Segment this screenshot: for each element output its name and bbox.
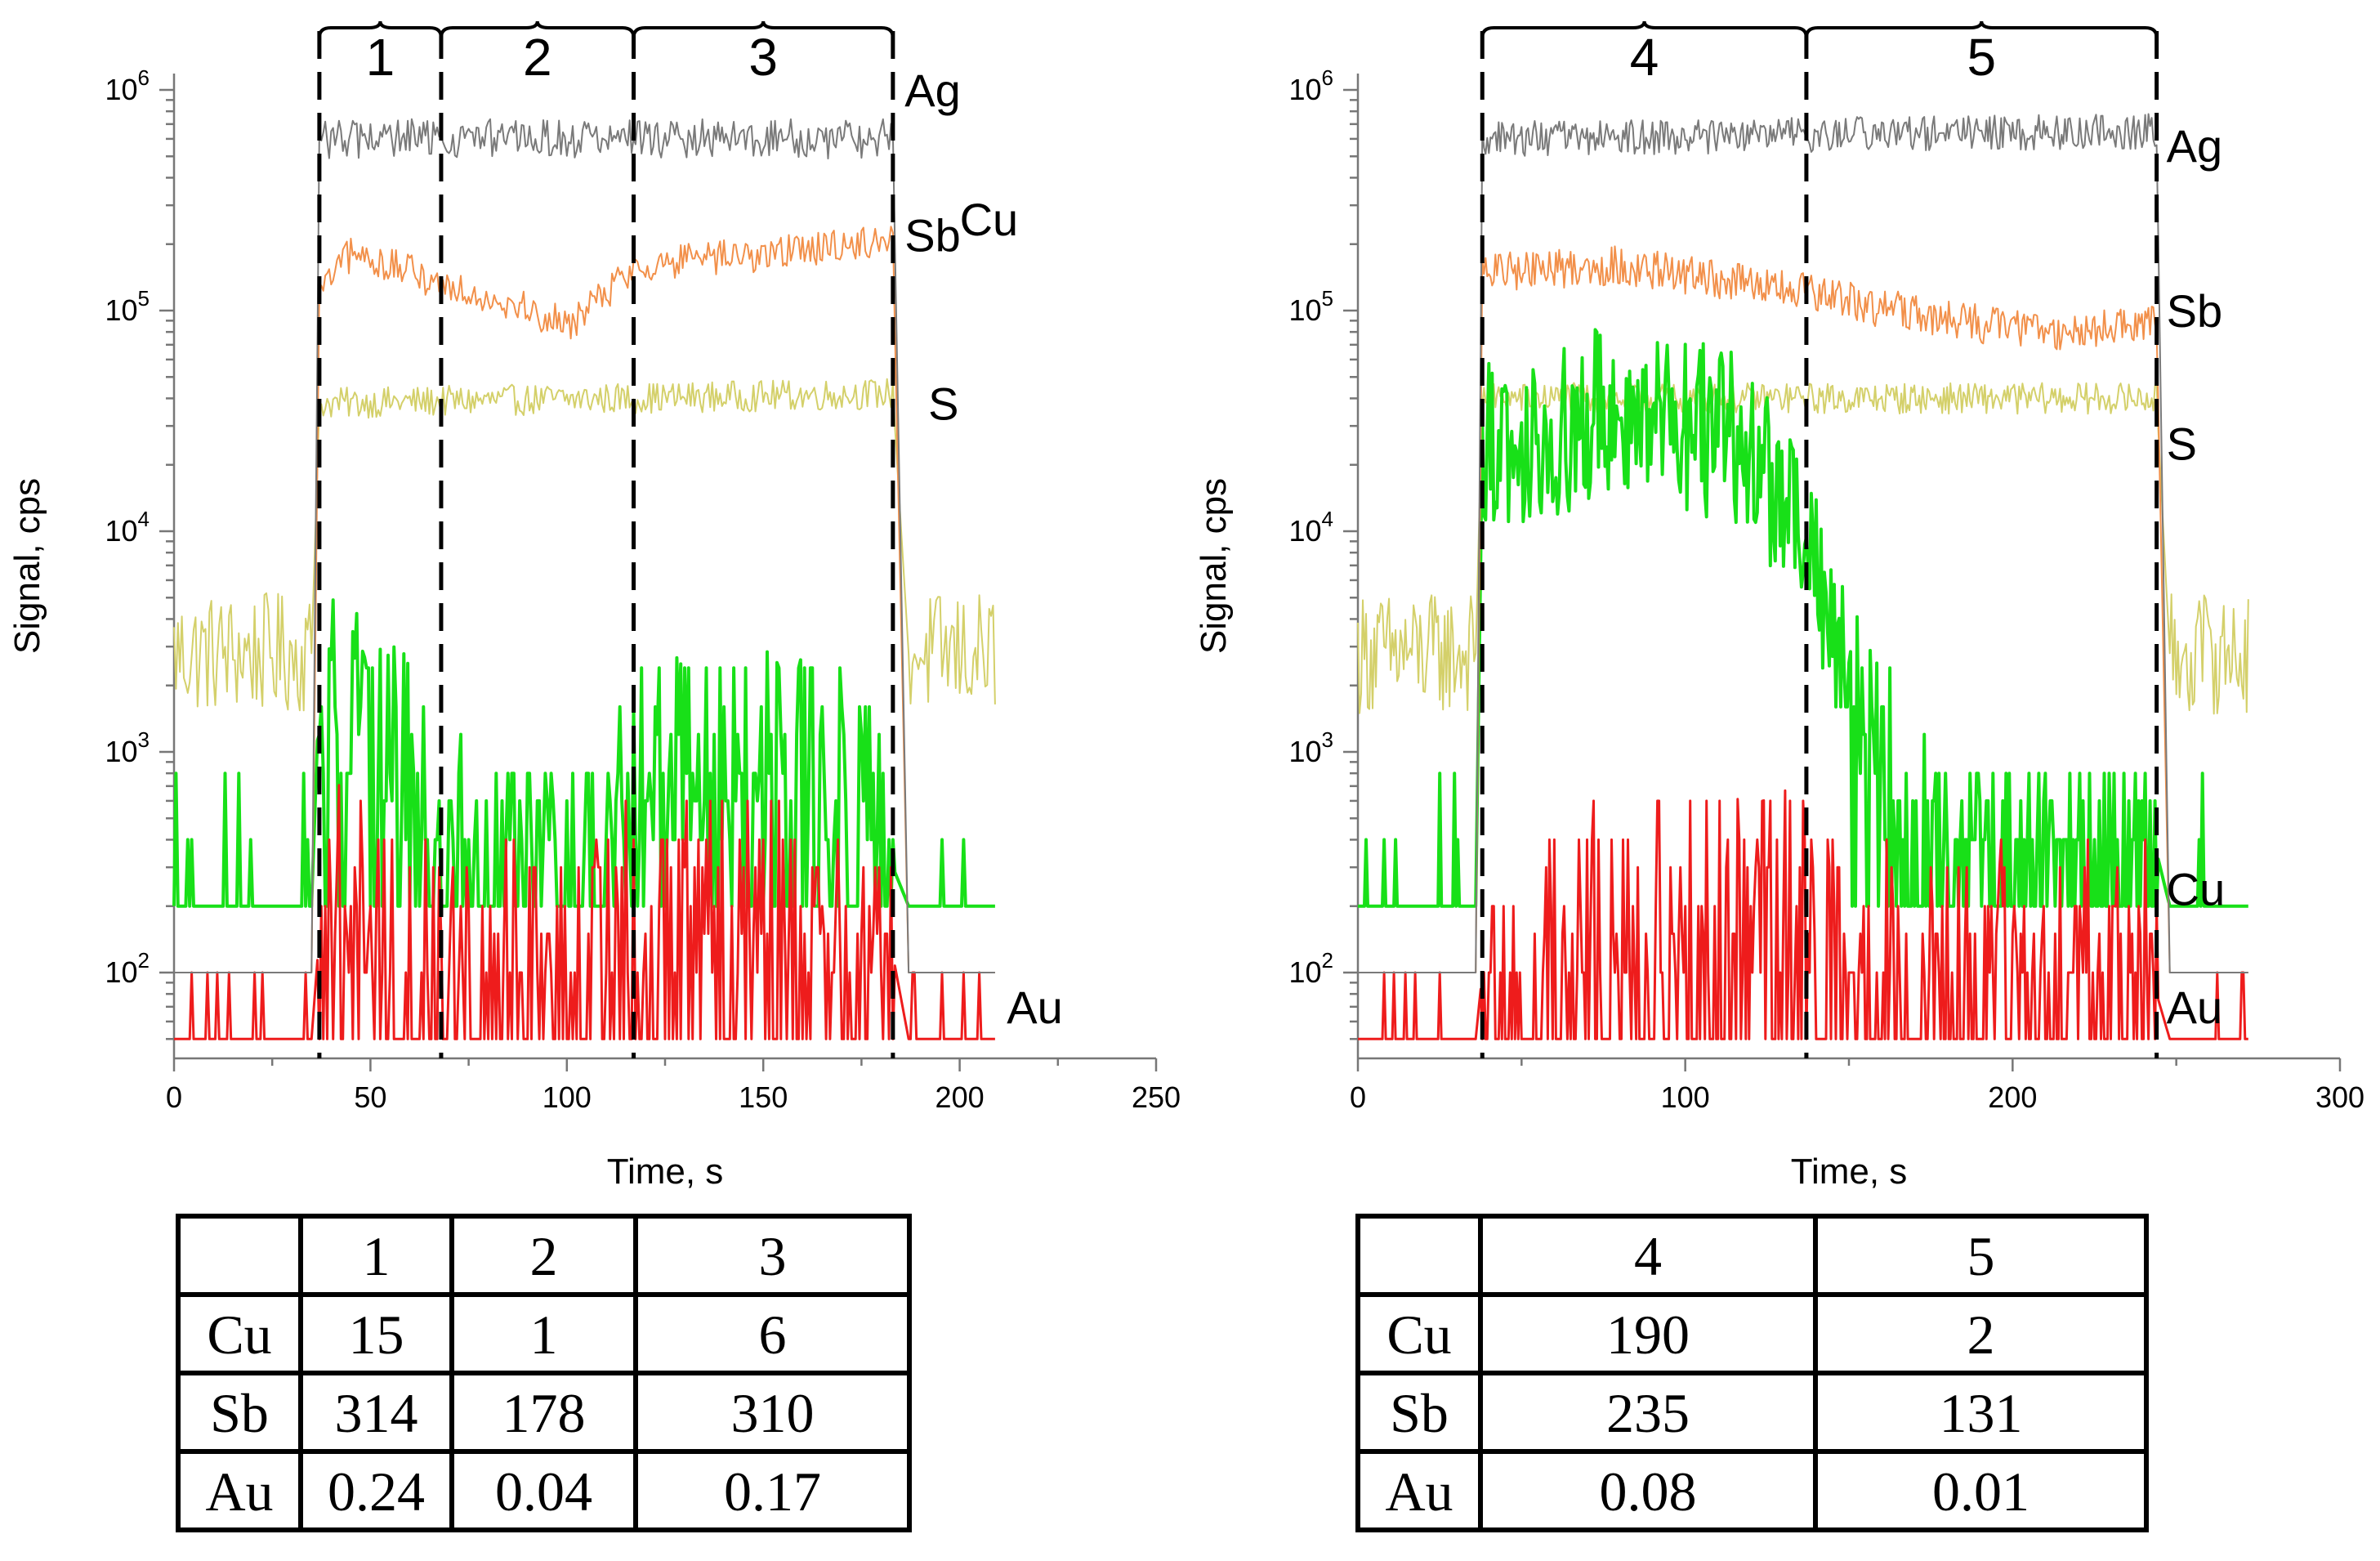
y-axis-title: Signal, cps xyxy=(1194,478,1234,654)
segment-label: 2 xyxy=(523,28,552,87)
table-cell: 131 xyxy=(1940,1382,2023,1444)
table-cell: Cu xyxy=(207,1304,271,1366)
segment-brace xyxy=(1480,20,1808,38)
y-tick-label: 106 xyxy=(1288,65,1333,106)
y-tick-label: 105 xyxy=(1288,286,1333,327)
table-cell: Au xyxy=(1385,1460,1453,1523)
table-cell: 235 xyxy=(1606,1382,1690,1444)
table-cell: 310 xyxy=(731,1382,815,1444)
table-cell: 190 xyxy=(1606,1304,1690,1366)
segment-brace xyxy=(317,20,443,38)
right-panel: 102 103 104 105 106 0 100 200 300 Time, s Signal, … xyxy=(1194,20,2364,1532)
table-header-cell: 1 xyxy=(363,1225,391,1287)
table-cell: 0.04 xyxy=(495,1460,592,1523)
series-label-sb: Sb xyxy=(2167,285,2223,337)
series-label-ag: Ag xyxy=(904,65,961,116)
segment-brace xyxy=(1804,20,2159,38)
series-label-sb: Sb xyxy=(904,210,961,262)
x-axis-title: Time, s xyxy=(1791,1152,1908,1192)
series-line-ag xyxy=(174,118,995,973)
y-tick-label: 105 xyxy=(105,286,150,327)
series-label-s: S xyxy=(928,378,958,429)
table-cell: Au xyxy=(205,1460,273,1523)
segment-label: 5 xyxy=(1967,28,1996,87)
table-cell: 15 xyxy=(349,1304,404,1366)
segment-label: 1 xyxy=(366,28,395,87)
x-tick-label: 100 xyxy=(1661,1080,1710,1114)
x-tick-label: 0 xyxy=(1350,1080,1366,1114)
table-header-cell: 4 xyxy=(1634,1225,1662,1287)
y-tick-label: 104 xyxy=(105,507,150,548)
series-line-au xyxy=(174,784,995,1040)
x-tick-label: 200 xyxy=(935,1080,985,1114)
table-cell: 2 xyxy=(1967,1304,1995,1366)
series-line-sb xyxy=(1358,245,2248,973)
y-tick-label: 102 xyxy=(1288,948,1333,989)
series-line-cu xyxy=(172,598,995,908)
x-tick-label: 300 xyxy=(2315,1080,2364,1114)
table-cell: 0.17 xyxy=(724,1460,821,1523)
series-label-cu: Cu xyxy=(2167,863,2226,915)
x-tick-label: 200 xyxy=(1988,1080,2037,1114)
table-cell: 0.01 xyxy=(1932,1460,2029,1523)
x-tick-label: 250 xyxy=(1132,1080,1181,1114)
series-line-cu xyxy=(1358,328,2248,908)
y-tick-label: 106 xyxy=(105,65,150,106)
x-tick-label: 0 xyxy=(166,1080,182,1114)
table-cell: 0.24 xyxy=(328,1460,425,1523)
table-cell: 178 xyxy=(502,1382,586,1444)
left-panel: 102 103 104 105 106 0 50 100 150 200 250 Time, s Sig… xyxy=(7,20,1181,1532)
x-tick-label: 50 xyxy=(354,1080,386,1114)
segment-label: 4 xyxy=(1630,28,1659,87)
segment-label: 3 xyxy=(748,28,778,87)
series-line-au xyxy=(1358,789,2248,1040)
table-cell: Sb xyxy=(210,1382,269,1444)
x-tick-label: 100 xyxy=(543,1080,592,1114)
y-tick-label: 103 xyxy=(1288,727,1333,768)
x-axis-title: Time, s xyxy=(607,1152,724,1192)
series-label-au: Au xyxy=(1007,982,1063,1033)
segment-brace xyxy=(439,20,636,38)
y-tick-label: 104 xyxy=(1288,507,1333,548)
table-header-cell: 5 xyxy=(1967,1225,1995,1287)
y-axis-title: Signal, cps xyxy=(7,478,47,654)
table-cell: Cu xyxy=(1386,1304,1451,1366)
x-tick-label: 150 xyxy=(739,1080,788,1114)
y-tick-label: 102 xyxy=(105,948,150,989)
table-cell: 0.08 xyxy=(1600,1460,1697,1523)
series-line-ag xyxy=(1358,113,2248,973)
segment-brace xyxy=(632,20,895,38)
table-cell: 1 xyxy=(530,1304,558,1366)
series-line-s xyxy=(173,378,996,712)
series-label-ag: Ag xyxy=(2167,120,2223,172)
series-label-s: S xyxy=(2167,418,2197,470)
table-header-cell: 2 xyxy=(530,1225,558,1287)
table-cell: Sb xyxy=(1390,1382,1449,1444)
series-label-cu: Cu xyxy=(960,194,1019,245)
series-label-au: Au xyxy=(2167,982,2223,1033)
y-tick-label: 103 xyxy=(105,727,150,768)
table-cell: 6 xyxy=(759,1304,787,1366)
table-header-cell: 3 xyxy=(759,1225,787,1287)
table-cell: 314 xyxy=(335,1382,418,1444)
